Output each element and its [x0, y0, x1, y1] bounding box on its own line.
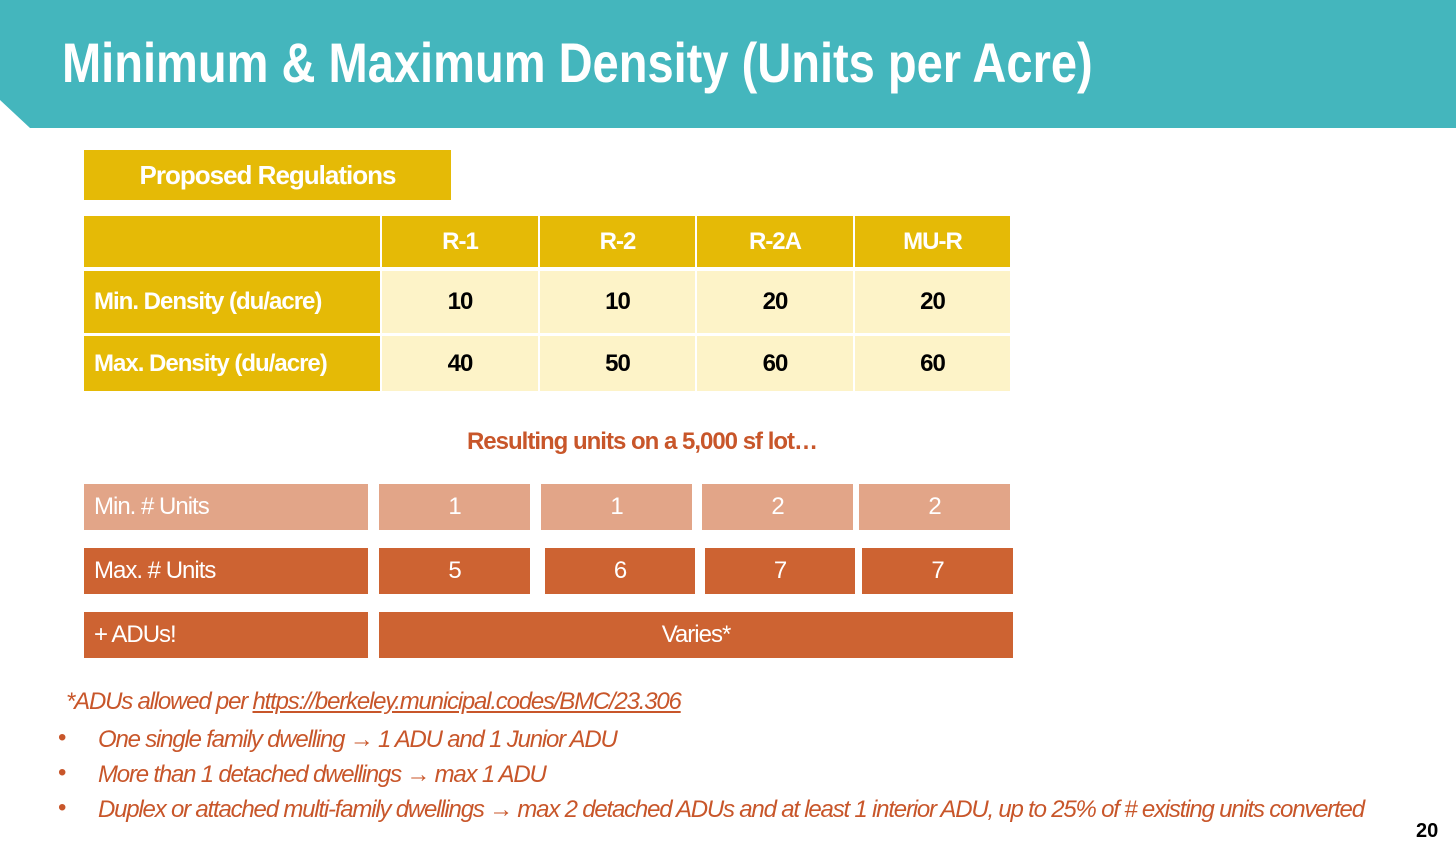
table-cell: 60 [697, 336, 853, 391]
row-label: + ADUs! [84, 612, 368, 658]
bullet-dot: • [58, 794, 66, 821]
page-number: 20 [1416, 820, 1439, 842]
table-cell: 50 [540, 336, 695, 391]
footnote-link[interactable]: https://berkeley.municipal.codes/BMC/23.… [252, 688, 682, 715]
unit-cell: 1 [379, 484, 530, 530]
unit-cell: 7 [862, 548, 1013, 594]
table-cell: 20 [697, 271, 853, 333]
row-label: Min. # Units [84, 484, 368, 530]
column-header: MU-R [855, 216, 1010, 267]
table-cell: 20 [855, 271, 1010, 333]
table-cell: 10 [540, 271, 695, 333]
footnote-text: *ADUs allowed per [66, 688, 253, 715]
title: Minimum & Maximum Density (Units per Acr… [62, 31, 1093, 94]
header-cell [84, 216, 380, 267]
column-header: R-2A [697, 216, 853, 267]
table-cell: 60 [855, 336, 1010, 391]
unit-cell: Varies* [379, 612, 1013, 658]
bullet-text: More than 1 detached dwellings → max 1 A… [98, 761, 547, 788]
unit-cell: 6 [545, 548, 695, 594]
row-label: Min. Density (du/acre) [84, 271, 380, 333]
unit-cell: 7 [705, 548, 855, 594]
bullet-dot: • [58, 759, 66, 786]
bullet-dot: • [58, 724, 66, 751]
section-label: Proposed Regulations [84, 150, 451, 200]
footnote-intro: *ADUs allowed per https://berkeley.munic… [66, 688, 682, 716]
unit-cell: 2 [702, 484, 853, 530]
unit-cell: 5 [379, 548, 530, 594]
table-cell: 10 [382, 271, 538, 333]
row-label: Max. # Units [84, 548, 368, 594]
unit-cell: 2 [859, 484, 1010, 530]
header-band [0, 0, 1456, 128]
bullet-text: One single family dwelling → 1 ADU and 1… [98, 726, 618, 753]
results-title: Resulting units on a 5,000 sf lot… [466, 428, 818, 455]
column-header: R-1 [382, 216, 538, 267]
unit-cell: 1 [541, 484, 692, 530]
column-header: R-2 [540, 216, 695, 267]
table-cell: 40 [382, 336, 538, 391]
row-label: Max. Density (du/acre) [84, 336, 380, 391]
bullet-text: Duplex or attached multi-family dwelling… [98, 796, 1365, 823]
